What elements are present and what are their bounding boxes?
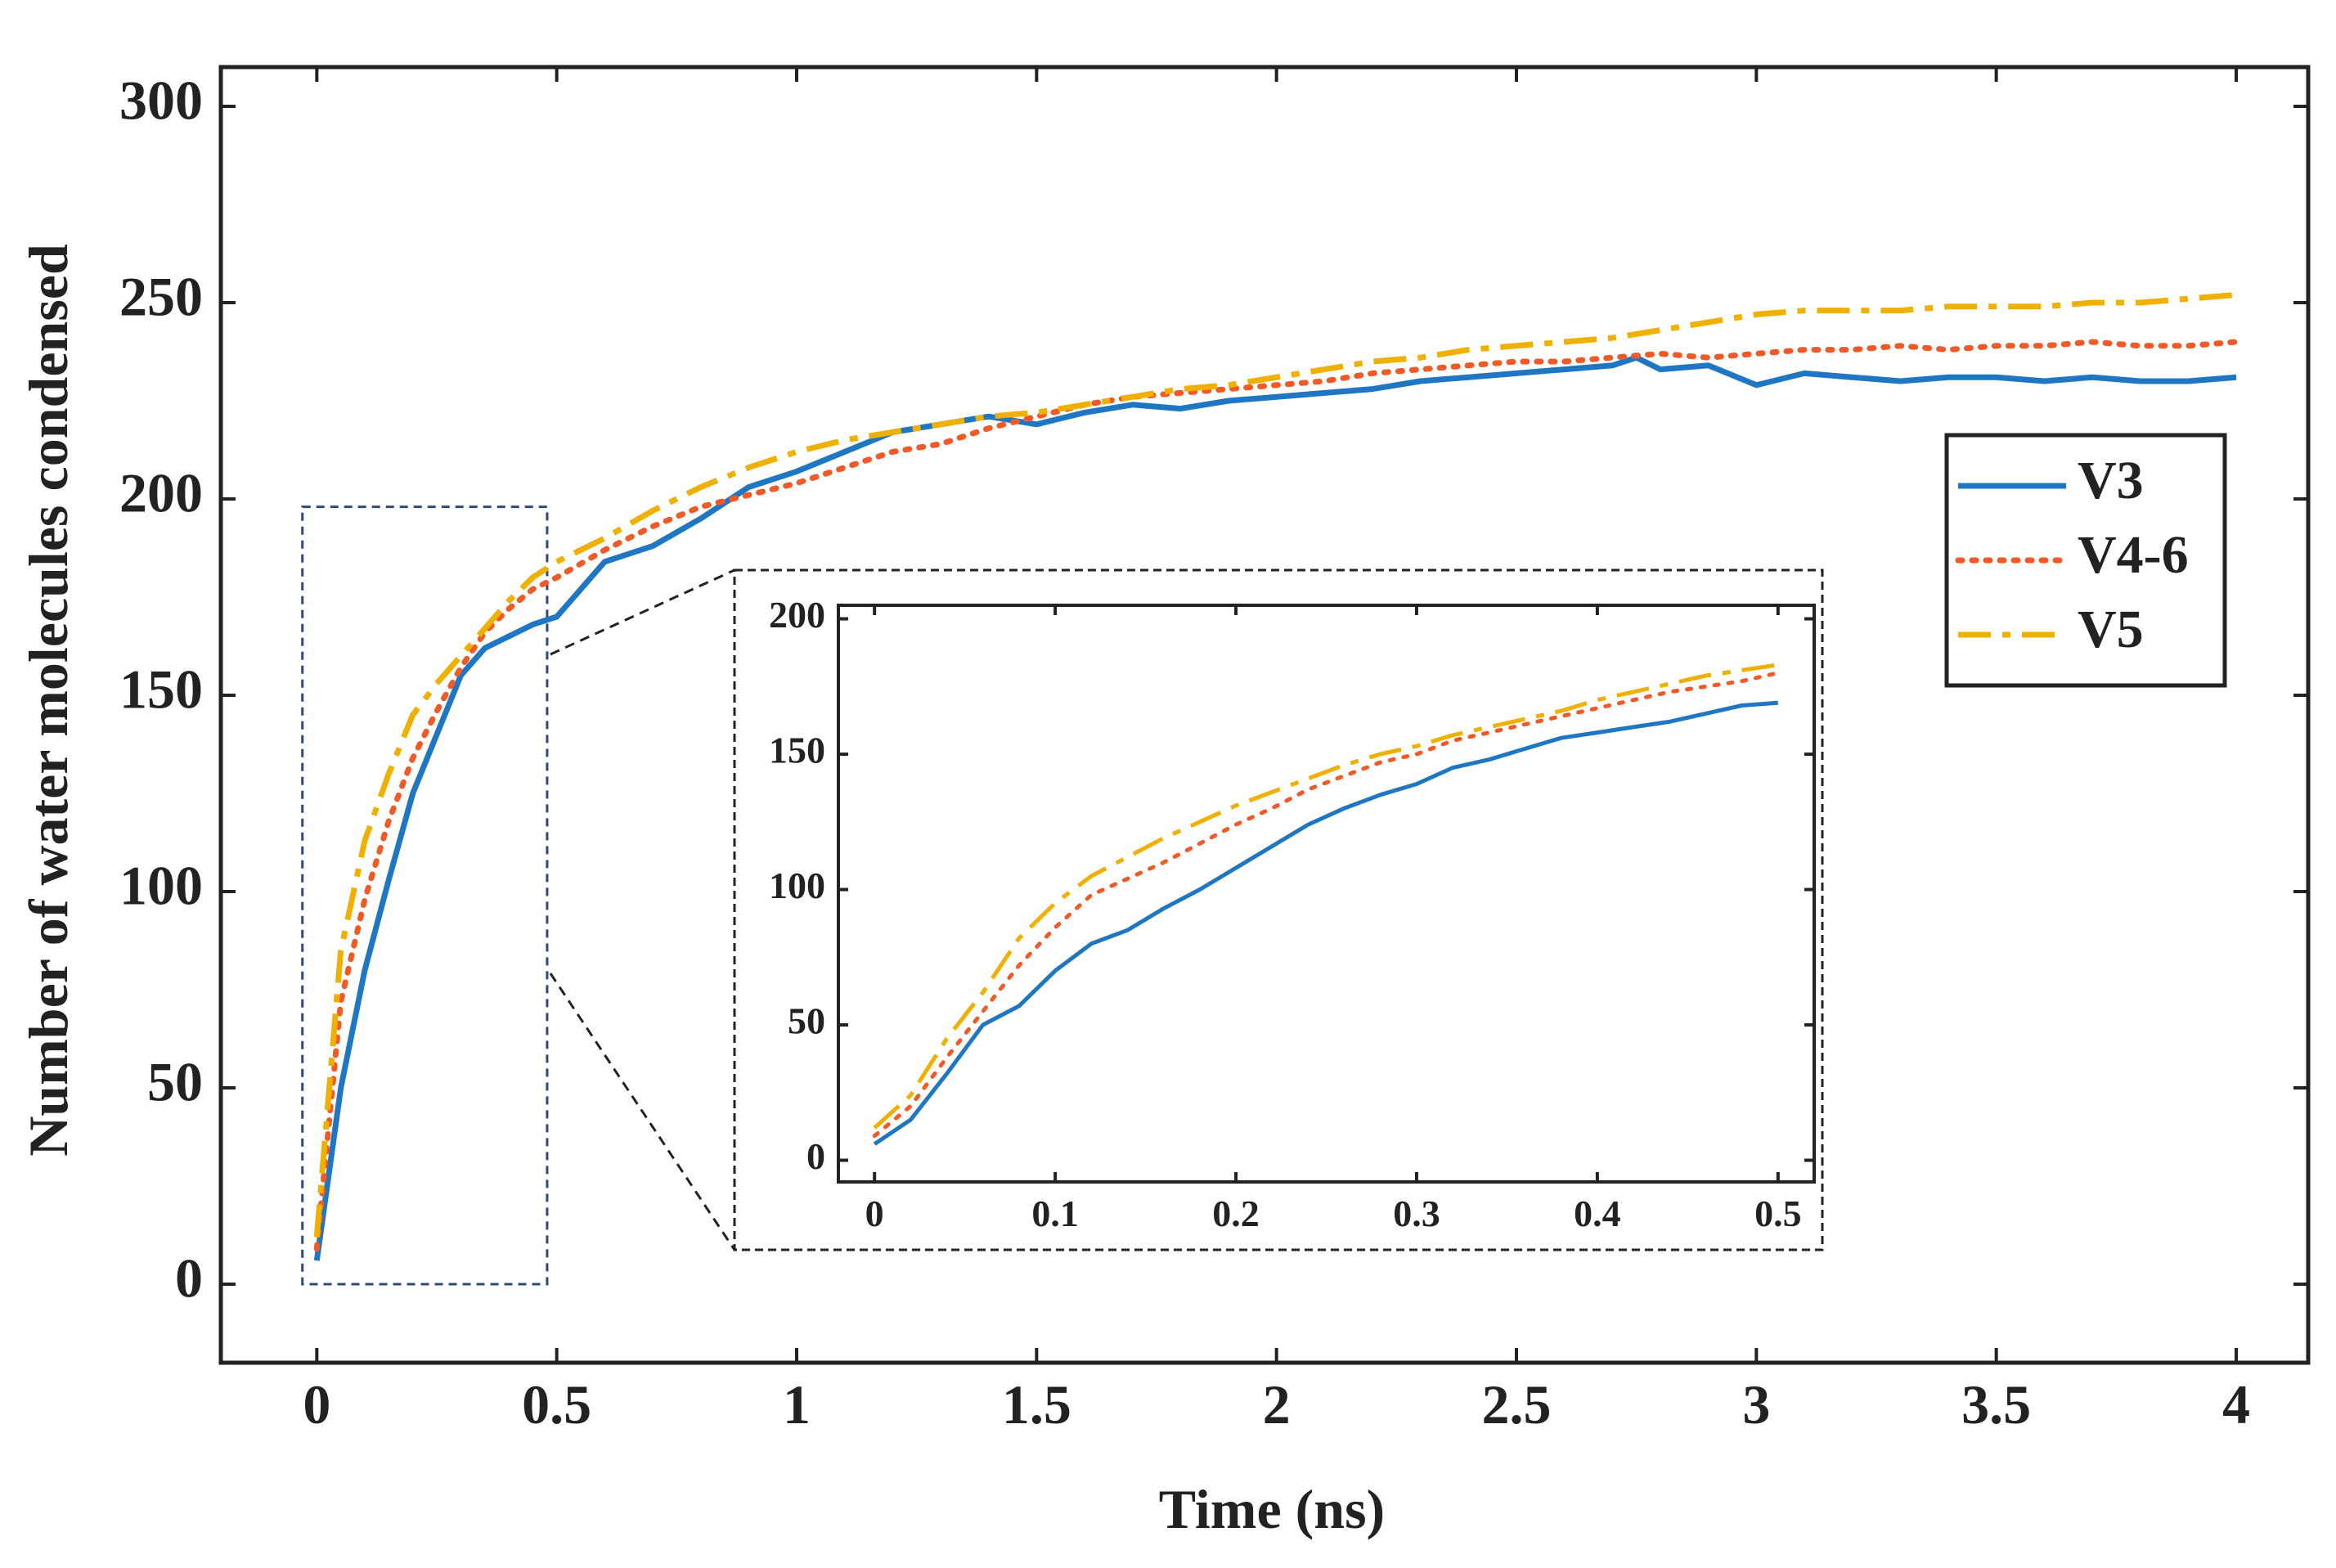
y-tick-label: 50 — [147, 1051, 203, 1113]
y-tick-label: 0 — [175, 1247, 203, 1310]
y-tick-label: 300 — [119, 70, 203, 132]
inset-x-tick-label: 0.2 — [1212, 1193, 1260, 1234]
inset-y-tick-label: 0 — [806, 1135, 825, 1177]
zoom-box-rect — [301, 505, 549, 1286]
inset-connector-lines — [549, 568, 736, 1251]
x-tick-label: 2 — [1263, 1373, 1291, 1435]
inset-x-tick-label: 0.1 — [1031, 1193, 1079, 1234]
inset-y-tick-label: 50 — [788, 1000, 825, 1042]
x-tick-label: 3.5 — [1961, 1373, 2031, 1435]
series-line-v4-6 — [313, 339, 2239, 1252]
inset-x-tick-label: 0.3 — [1393, 1193, 1440, 1234]
inset-background — [733, 568, 1824, 1251]
inset-outer-frame — [733, 568, 1824, 1251]
series-line-v3 — [313, 354, 2237, 1261]
y-axis-label: Number of water molecules condensed — [17, 244, 79, 1157]
series-line-v4-6-inset — [872, 671, 1781, 1139]
legend-label-v5: V5 — [2078, 600, 2144, 659]
inset-y-tick-label: 100 — [769, 865, 825, 906]
x-tick-label: 1 — [783, 1373, 811, 1435]
inset-x-tick-label: 0.4 — [1574, 1193, 1621, 1234]
main-plot-series — [313, 291, 2239, 1261]
y-tick-label: 250 — [119, 266, 203, 328]
inset-axes-frame — [837, 604, 1816, 1184]
y-tick-label: 150 — [119, 658, 203, 721]
x-tick-label: 1.5 — [1002, 1373, 1071, 1435]
x-tick-label: 2.5 — [1482, 1373, 1552, 1435]
inset-y-tick-label: 200 — [769, 594, 825, 636]
legend-box — [1944, 433, 2227, 688]
x-tick-label: 3 — [1742, 1373, 1770, 1435]
series-line-v5 — [313, 291, 2237, 1238]
main-plot-ticks: 0 0.5 1 1.5 2 2.5 3 3.5 4 0 50 100 150 200 250 300 — [119, 67, 2308, 1435]
y-tick-label: 100 — [119, 855, 203, 917]
x-axis-label: Time (ns) — [1159, 1478, 1385, 1540]
inset-x-tick-label: 0 — [865, 1193, 884, 1234]
x-tick-label: 4 — [2222, 1373, 2250, 1435]
legend: V3 V4-6 V5 — [1944, 433, 2227, 688]
x-tick-label: 0.5 — [522, 1373, 591, 1435]
legend-label-v3: V3 — [2078, 451, 2144, 510]
connector-line — [549, 973, 736, 1251]
inset-plot-axes — [837, 604, 1816, 1184]
connector-line — [550, 568, 735, 656]
zoom-region-box — [301, 505, 549, 1286]
series-line-v3-inset — [873, 700, 1778, 1146]
legend-label-v4-6: V4-6 — [2078, 525, 2189, 585]
inset-plot-series — [872, 663, 1781, 1146]
x-tick-label: 0 — [303, 1373, 330, 1435]
y-tick-label: 200 — [119, 462, 203, 524]
inset-plot-ticks: 0 0.1 0.2 0.3 0.4 0.5 0 50 100 150 200 — [769, 594, 1814, 1234]
inset-x-tick-label: 0.5 — [1754, 1193, 1802, 1234]
inset-y-tick-label: 150 — [769, 730, 825, 771]
series-line-v5-inset — [873, 663, 1779, 1130]
main-plot-axes — [218, 65, 2311, 1365]
main-axes-frame — [218, 65, 2311, 1365]
